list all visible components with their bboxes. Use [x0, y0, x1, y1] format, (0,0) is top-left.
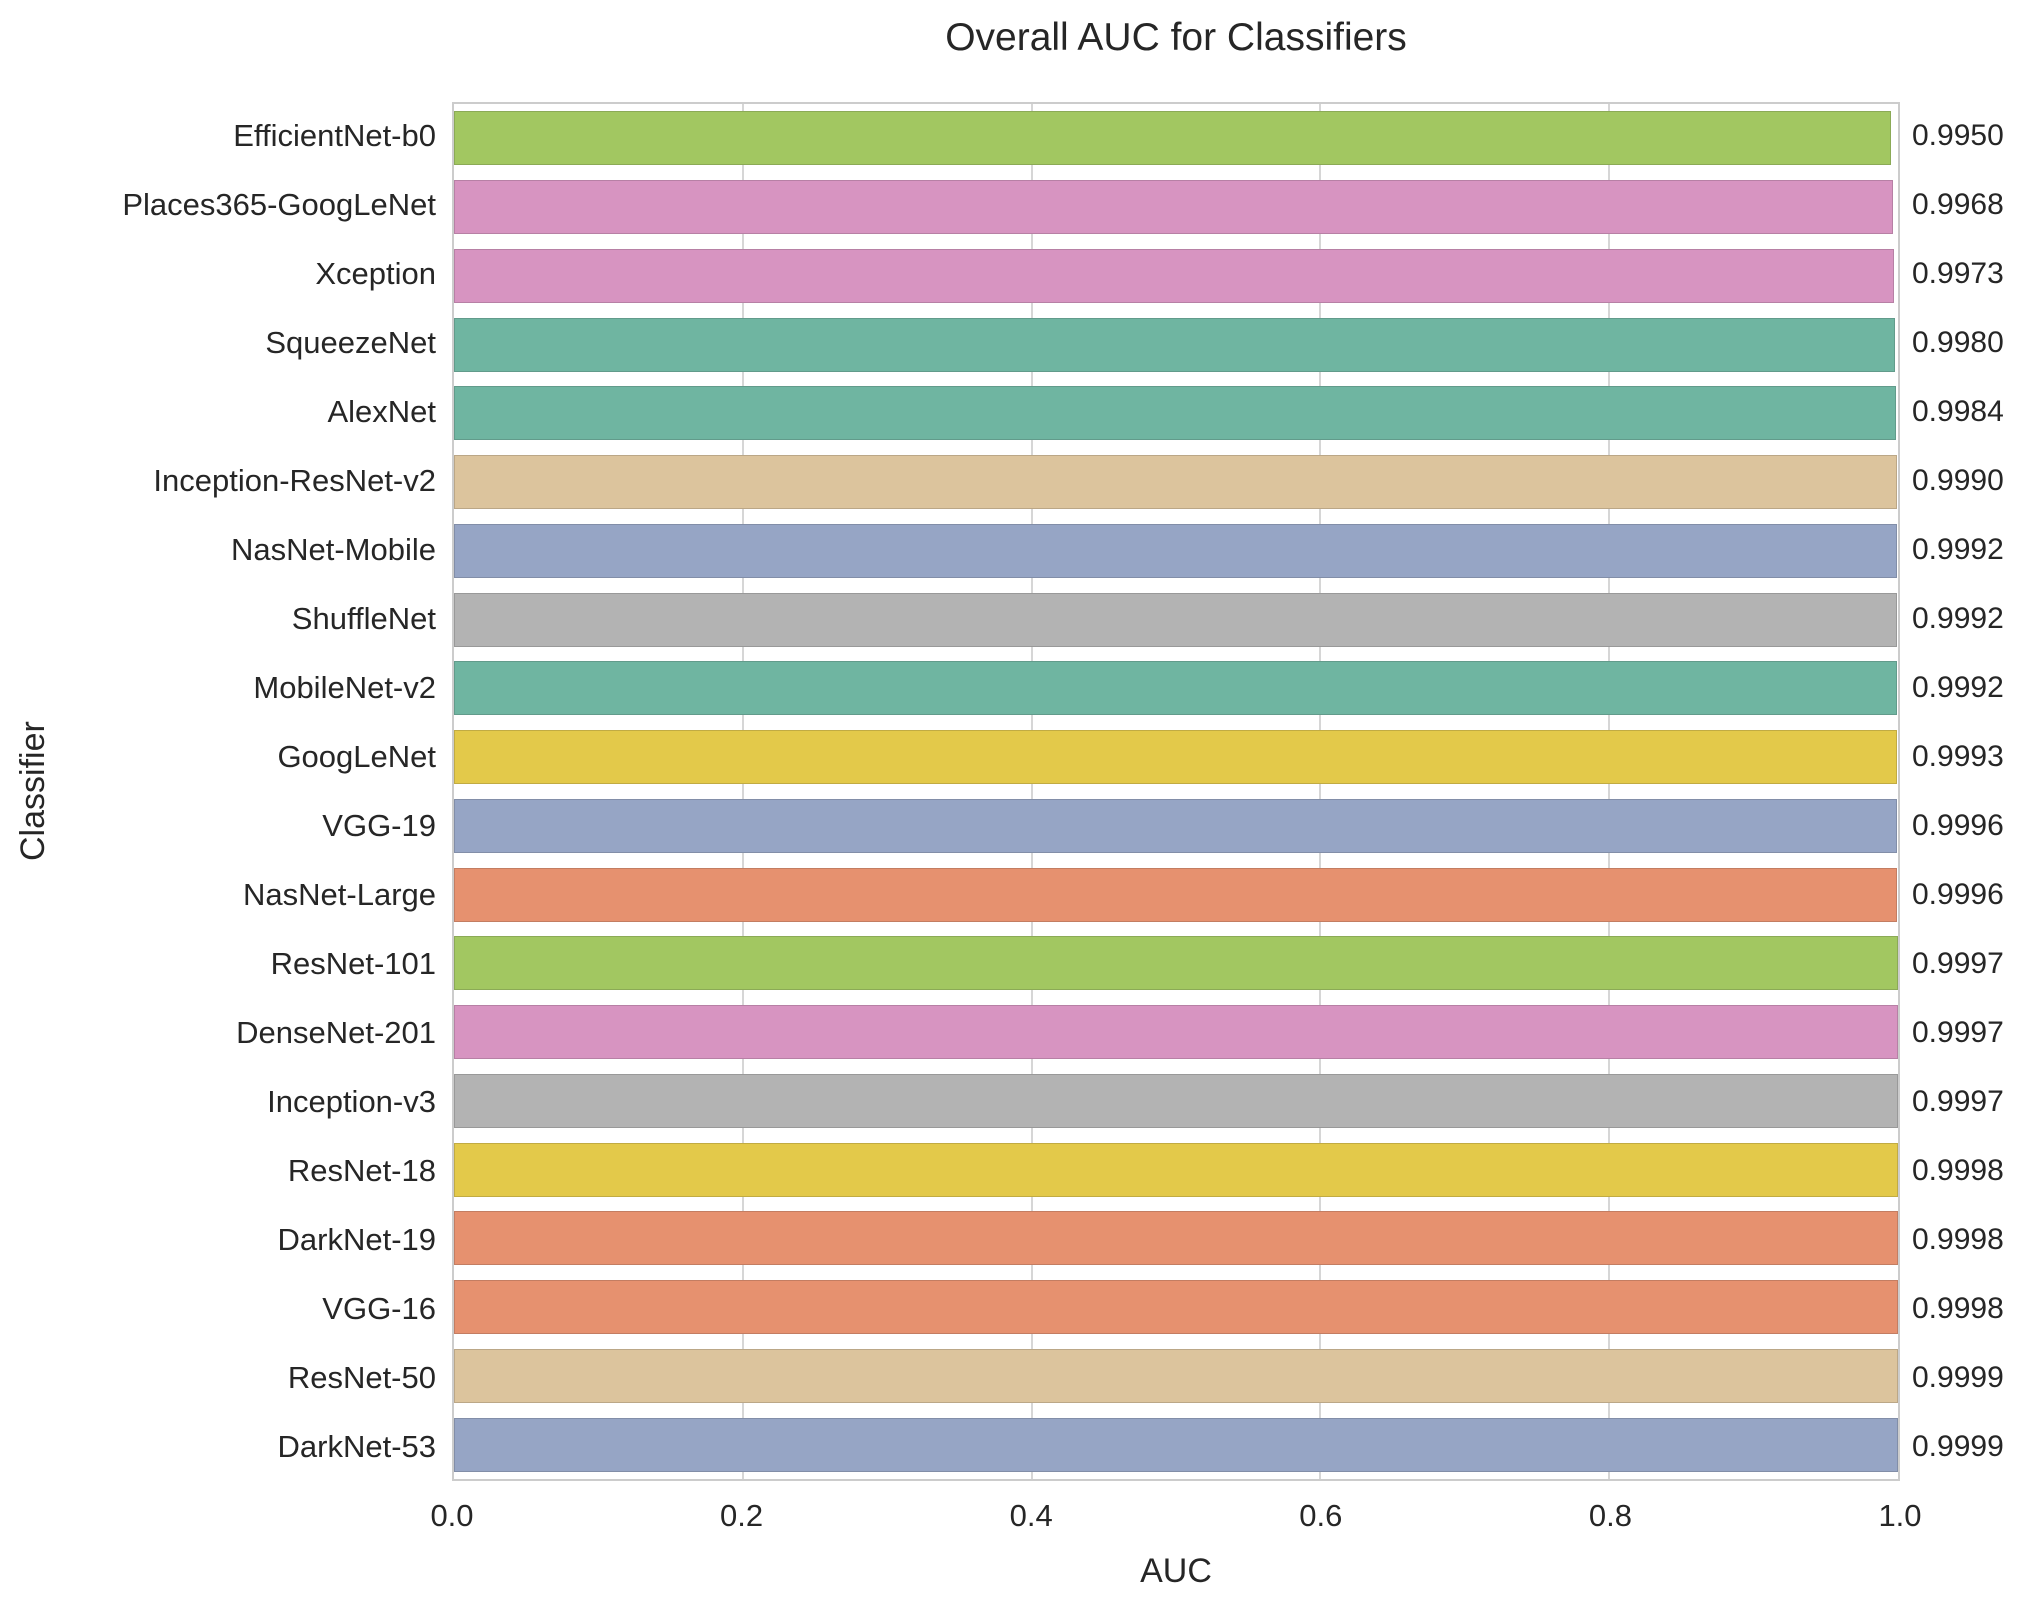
x-axis-label: AUC — [1140, 1552, 1212, 1590]
bar-xception — [454, 248, 1895, 303]
bar-row — [454, 998, 1898, 1067]
bar-value-label: 0.9999 — [1912, 1429, 2004, 1463]
y-tick-label: ResNet-18 — [287, 1152, 436, 1188]
bar-row — [454, 242, 1898, 311]
bar-squeezenet — [454, 317, 1896, 372]
bar-value-label: 0.9980 — [1912, 326, 2004, 360]
bar-row — [454, 1204, 1898, 1273]
bar-value-label: 0.9997 — [1912, 1015, 2004, 1049]
y-tick-label: DenseNet-201 — [236, 1014, 436, 1050]
x-tick-labels: 0.0 0.2 0.4 0.6 0.8 1.0 — [430, 1498, 1921, 1538]
bar-value-label: 0.9992 — [1912, 602, 2004, 636]
bar-value-label: 0.9997 — [1912, 1084, 2004, 1118]
y-tick-label: EfficientNet-b0 — [233, 118, 436, 154]
gridline — [1608, 104, 1611, 1479]
bar-row — [454, 1067, 1898, 1136]
bar-value-label: 0.9999 — [1912, 1360, 2004, 1394]
bar-nasnet-mobile — [454, 523, 1897, 578]
bar-inception-resnet-v2 — [454, 455, 1897, 510]
bar-row — [454, 1273, 1898, 1342]
y-tick-label: ResNet-101 — [270, 945, 436, 981]
y-tick-label: MobileNet-v2 — [253, 670, 436, 706]
x-tick-label: 0.2 — [720, 1498, 764, 1533]
bar-vgg-19 — [454, 798, 1898, 853]
bars-container — [454, 104, 1898, 1479]
bar-row — [454, 654, 1898, 723]
y-tick-label: DarkNet-19 — [277, 1221, 437, 1257]
bar-row — [454, 310, 1898, 379]
bar-value-label: 0.9992 — [1912, 671, 2004, 705]
y-tick-label: SqueezeNet — [265, 325, 436, 361]
y-tick-label: ShuffleNet — [291, 601, 436, 637]
bar-value-labels: 0.9950 0.9968 0.9973 0.9980 0.9984 0.9990 0.99… — [1912, 102, 2032, 1481]
bar-value-label: 0.9968 — [1912, 188, 2004, 222]
x-tick-label: 0.0 — [430, 1498, 474, 1533]
bar-efficientnet-b0 — [454, 111, 1891, 166]
bar-value-label: 0.9950 — [1912, 119, 2004, 153]
y-tick-label: NasNet-Mobile — [230, 532, 436, 568]
bar-value-label: 0.9990 — [1912, 464, 2004, 498]
bar-nasnet-large — [454, 867, 1898, 922]
bar-darknet-19 — [454, 1211, 1898, 1266]
y-tick-label: VGG-16 — [322, 1290, 436, 1326]
bar-inception-v3 — [454, 1073, 1898, 1128]
y-tick-label: ResNet-50 — [287, 1359, 436, 1395]
y-tick-label: Inception-v3 — [267, 1083, 436, 1119]
bar-row — [454, 1410, 1898, 1479]
bar-resnet-101 — [454, 936, 1898, 991]
bar-mobilenet-v2 — [454, 661, 1897, 716]
y-tick-label: DarkNet-53 — [277, 1428, 437, 1464]
bar-shufflenet — [454, 592, 1897, 647]
y-tick-label: Places365-GoogLeNet — [122, 187, 436, 223]
bar-value-label: 0.9996 — [1912, 809, 2004, 842]
bar-value-label: 0.9998 — [1912, 1222, 2004, 1256]
bar-resnet-18 — [454, 1142, 1898, 1197]
bar-row — [454, 104, 1898, 173]
plot-area — [452, 102, 1900, 1481]
gridline — [741, 104, 744, 1479]
bar-value-label: 0.9973 — [1912, 257, 2004, 291]
bar-value-label: 0.9992 — [1912, 533, 2004, 567]
y-tick-label: Inception-ResNet-v2 — [153, 463, 436, 499]
bar-googlenet — [454, 730, 1897, 785]
bar-places365-googlenet — [454, 180, 1894, 235]
x-tick-label: 0.6 — [1299, 1498, 1343, 1533]
bar-densenet-201 — [454, 1005, 1898, 1060]
bar-row — [454, 379, 1898, 448]
bar-row — [454, 585, 1898, 654]
gridline — [1030, 104, 1033, 1479]
chart-title: Overall AUC for Classifiers — [945, 16, 1407, 59]
x-tick-label: 1.0 — [1878, 1498, 1922, 1533]
bar-value-label: 0.9996 — [1912, 877, 2004, 911]
bar-row — [454, 448, 1898, 517]
y-tick-labels: EfficientNet-b0 Places365-GoogLeNet Xcepti… — [0, 102, 436, 1481]
bar-row — [454, 860, 1898, 929]
bar-row — [454, 723, 1898, 792]
gridline — [1319, 104, 1322, 1479]
bar-value-label: 0.9997 — [1912, 946, 2004, 980]
bar-value-label: 0.9993 — [1912, 740, 2004, 774]
bar-resnet-50 — [454, 1348, 1898, 1403]
bar-row — [454, 1342, 1898, 1411]
x-tick-label: 0.8 — [1588, 1498, 1632, 1533]
bar-row — [454, 792, 1898, 861]
bar-row — [454, 517, 1898, 586]
bar-value-label: 0.9998 — [1912, 1291, 2004, 1325]
bar-value-label: 0.9984 — [1912, 395, 2004, 429]
x-tick-label: 0.4 — [1009, 1498, 1053, 1533]
bar-value-label: 0.9998 — [1912, 1153, 2004, 1187]
bar-row — [454, 1135, 1898, 1204]
bar-row — [454, 929, 1898, 998]
bar-alexnet — [454, 386, 1896, 441]
bar-row — [454, 173, 1898, 242]
y-tick-label: NasNet-Large — [243, 876, 436, 912]
bar-darknet-53 — [454, 1417, 1898, 1472]
y-tick-label: Xception — [315, 256, 436, 292]
y-tick-label: VGG-19 — [322, 808, 436, 843]
y-tick-label: GoogLeNet — [277, 739, 436, 775]
bar-vgg-16 — [454, 1280, 1898, 1335]
y-tick-label: AlexNet — [327, 394, 436, 430]
